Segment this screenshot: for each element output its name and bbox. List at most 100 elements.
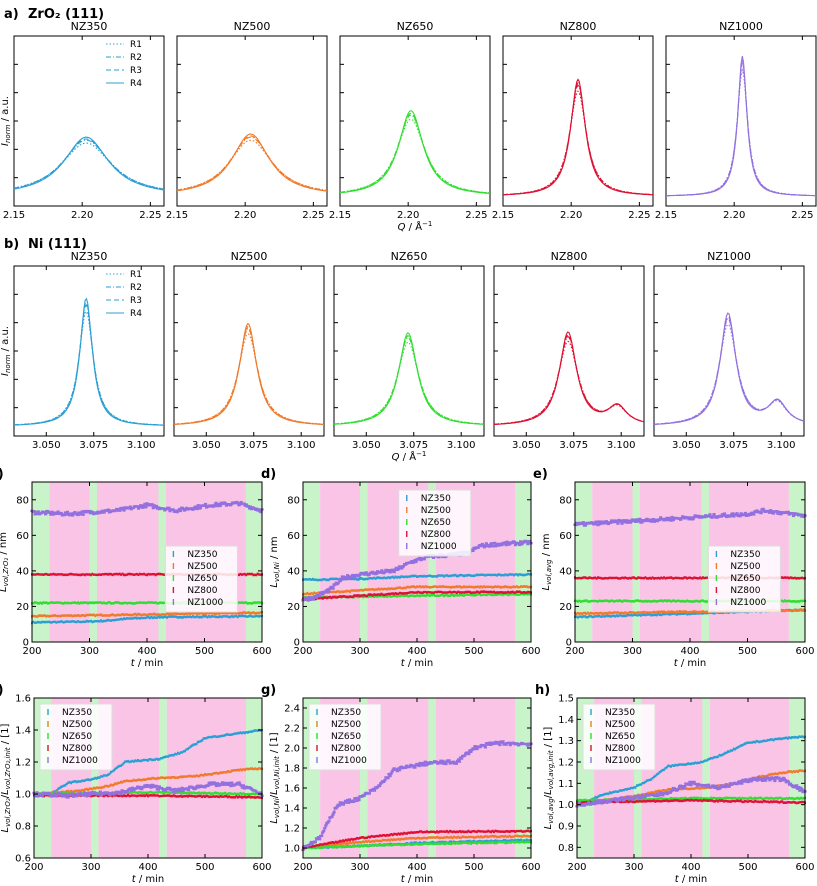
- ylabel-part: I: [0, 143, 11, 146]
- series-line-NZ350: [576, 735, 806, 806]
- y-tick-label: 20: [287, 602, 300, 613]
- green-band: [360, 482, 368, 642]
- legend-label-NZ650: NZ650: [421, 518, 451, 528]
- peak-line-R4: [493, 331, 645, 426]
- x-axis-label: t / min: [131, 658, 164, 669]
- x-tick-label: 3.075: [559, 440, 588, 451]
- peak-line-R2: [666, 62, 817, 197]
- xlabel-t: t: [674, 658, 679, 669]
- ylabel-part: L: [543, 824, 554, 830]
- subplot-title: NZ350: [71, 20, 108, 33]
- y-tick-label: 1.6: [15, 694, 31, 705]
- peak-line-R4: [654, 312, 805, 425]
- xlabel-q: Q: [392, 452, 400, 463]
- peak-line-R1: [503, 90, 653, 196]
- legend-label-R3: R3: [130, 66, 142, 76]
- x-tick-label: 500: [738, 862, 757, 873]
- series-line-NZ650: [302, 841, 531, 849]
- green-band: [360, 698, 368, 858]
- legend-box: [308, 703, 382, 771]
- legend-box: [39, 703, 113, 771]
- peak-line-R4: [333, 332, 485, 425]
- x-tick-label: 300: [350, 646, 369, 657]
- peak-line-R1: [494, 340, 645, 425]
- legend-label-NZ650: NZ650: [331, 732, 361, 742]
- series-line-NZ350: [32, 615, 262, 624]
- green-band: [89, 482, 97, 642]
- series-line-NZ350: [34, 729, 263, 795]
- y-tick-label: 1.5: [558, 694, 574, 705]
- green-band: [634, 698, 642, 858]
- peak-line-R3: [173, 325, 325, 425]
- y-tick-label: 1.2: [558, 758, 574, 769]
- xlabel-sup: −1: [416, 450, 426, 458]
- pink-band: [435, 698, 516, 858]
- x-tick-label: 500: [738, 646, 757, 657]
- panel-f: f) 200 300 400 500 600 0.6 0.8 1.0 1.2 1.4 1.6 t / m…: [0, 683, 272, 885]
- green-band: [428, 698, 436, 858]
- ylabel-part: / nm: [541, 534, 552, 560]
- peak-line-R1: [666, 67, 816, 197]
- panel-label: d): [261, 467, 276, 482]
- xlabel-min: / min: [136, 874, 165, 885]
- legend-label-NZ500: NZ500: [730, 562, 760, 572]
- green-band: [702, 698, 710, 858]
- green-band: [789, 698, 805, 858]
- y-tick-label: 0.8: [558, 843, 574, 854]
- y-axis-label: Lvol,ZrO₂/Lvol,ZrO₂,init / [1]: [0, 723, 12, 832]
- panel-title-b: Ni (111): [28, 237, 87, 252]
- peak-line-R3: [176, 135, 328, 192]
- x-axis-label: t / min: [674, 658, 707, 669]
- y-tick-label: 1.1: [558, 779, 574, 790]
- legend-label-R4: R4: [130, 79, 142, 89]
- ylabel-part: / nm: [0, 532, 9, 558]
- y-tick-label: 40: [16, 566, 29, 577]
- subplot-title: NZ650: [391, 250, 428, 263]
- subplot-title: NZ500: [234, 20, 271, 33]
- subplot-b-NZ500: NZ500 3.050 3.075 3.100: [173, 250, 325, 451]
- xlabel-t: t: [131, 658, 136, 669]
- panel-label-a: a): [4, 7, 19, 22]
- y-axis-label: Inorm / a.u.: [0, 326, 12, 376]
- legend-label-NZ1000: NZ1000: [187, 598, 223, 608]
- plot-frame: [493, 265, 645, 437]
- ylabel-part: vol,avg: [545, 559, 553, 585]
- subplot-b-NZ800: NZ800 3.050 3.075 3.100: [493, 250, 645, 451]
- xlabel-rest: / Å: [405, 220, 422, 233]
- panel-label: g): [261, 683, 276, 698]
- green-band: [246, 698, 262, 858]
- x-tick-label: 3.075: [239, 440, 268, 451]
- legend-label-NZ350: NZ350: [605, 708, 635, 718]
- subplot-title: NZ500: [231, 250, 268, 263]
- panel-label: f): [0, 683, 4, 698]
- subplot-title: NZ800: [551, 250, 588, 263]
- ylabel-part: L: [543, 789, 554, 795]
- ylabel-sub: norm: [4, 354, 12, 373]
- legend-label-NZ650: NZ650: [605, 732, 635, 742]
- series-line-NZ500: [302, 586, 531, 595]
- x-tick-label: 600: [521, 862, 540, 873]
- x-tick-label: 2.15: [492, 210, 514, 221]
- panel-label: e): [533, 467, 548, 482]
- y-tick-label: 1.0: [558, 800, 574, 811]
- subplot-title: NZ800: [560, 20, 597, 33]
- subplot-b-NZ650: NZ650 3.050 3.075 3.100: [333, 250, 485, 451]
- x-tick-label: 2.15: [3, 210, 25, 221]
- x-tick-label: 3.075: [399, 440, 428, 451]
- ylabel-part: / [1]: [0, 723, 11, 747]
- x-axis-label: t / min: [675, 874, 708, 885]
- y-axis-label: Lvol,avg / nm: [541, 534, 553, 591]
- x-tick-label: 300: [80, 646, 99, 657]
- subplot-b-NZ1000: NZ1000 3.050 3.075 3.100: [653, 250, 805, 451]
- y-tick-label: 0: [23, 638, 29, 649]
- peak-line-R4: [339, 110, 491, 195]
- y-tick-label: 1.8: [284, 764, 300, 775]
- ylabel-part: vol,Ni: [273, 562, 281, 582]
- ylabel-part: vol,Ni,init: [273, 756, 281, 789]
- legend-label-NZ500: NZ500: [187, 562, 217, 572]
- y-tick-label: 1.2: [15, 758, 31, 769]
- plot-frame: [653, 265, 805, 437]
- xlabel-min: / min: [678, 658, 707, 669]
- ylabel-part: L: [269, 789, 280, 795]
